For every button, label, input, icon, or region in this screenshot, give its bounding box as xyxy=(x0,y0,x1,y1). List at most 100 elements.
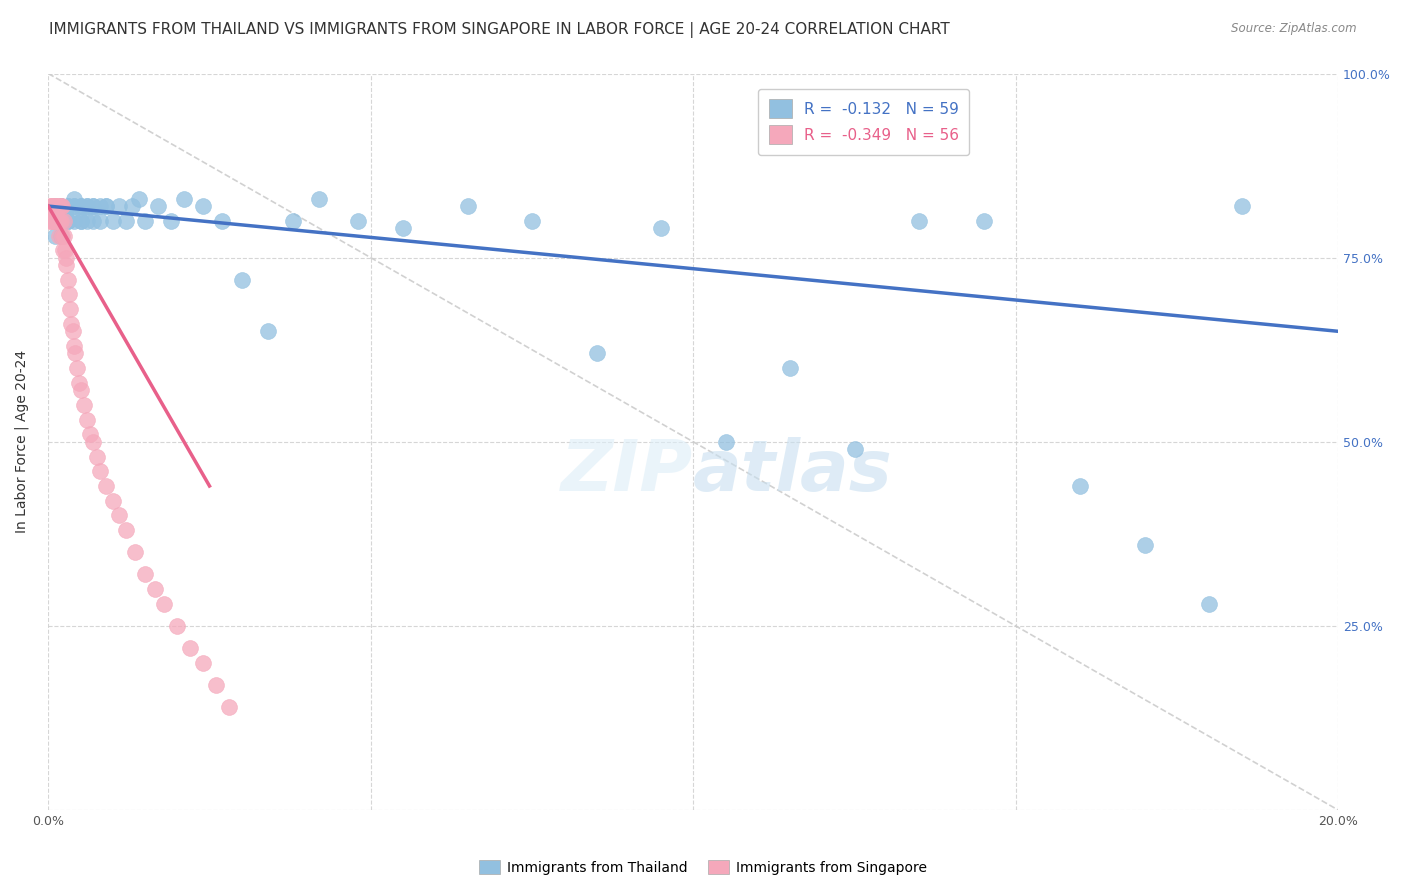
Text: ZIP: ZIP xyxy=(561,437,693,506)
Point xyxy=(44,199,66,213)
Point xyxy=(39,199,62,213)
Point xyxy=(1198,597,1220,611)
Point xyxy=(41,214,63,228)
Point xyxy=(256,324,278,338)
Point xyxy=(46,199,69,213)
Point xyxy=(191,656,214,670)
Point xyxy=(45,199,67,213)
Point xyxy=(63,192,86,206)
Point xyxy=(58,287,80,301)
Point xyxy=(56,273,79,287)
Point xyxy=(69,199,91,213)
Point xyxy=(1069,479,1091,493)
Point xyxy=(51,228,73,243)
Point xyxy=(73,398,96,412)
Point xyxy=(211,214,233,228)
Point xyxy=(60,317,83,331)
Text: Source: ZipAtlas.com: Source: ZipAtlas.com xyxy=(1232,22,1357,36)
Point xyxy=(63,199,86,213)
Point xyxy=(45,214,67,228)
Point xyxy=(86,450,108,464)
Point xyxy=(714,434,737,449)
Point xyxy=(63,214,86,228)
Point xyxy=(908,214,931,228)
Point xyxy=(44,228,66,243)
Point xyxy=(973,214,995,228)
Point xyxy=(67,376,90,390)
Point xyxy=(44,214,66,228)
Point xyxy=(283,214,305,228)
Point xyxy=(42,214,65,228)
Point xyxy=(134,214,156,228)
Point xyxy=(42,199,65,213)
Point xyxy=(146,199,169,213)
Point xyxy=(76,199,98,213)
Point xyxy=(42,214,65,228)
Point xyxy=(63,199,86,213)
Point xyxy=(39,214,62,228)
Point xyxy=(76,199,98,213)
Point xyxy=(65,346,87,360)
Point xyxy=(56,199,79,213)
Point xyxy=(308,192,330,206)
Point xyxy=(1133,538,1156,552)
Point xyxy=(121,199,143,213)
Point xyxy=(114,214,136,228)
Point xyxy=(96,199,118,213)
Point xyxy=(53,244,76,258)
Point xyxy=(101,214,124,228)
Point xyxy=(457,199,479,213)
Point xyxy=(49,199,72,213)
Point xyxy=(49,214,72,228)
Point xyxy=(56,199,79,213)
Point xyxy=(52,244,75,258)
Point xyxy=(108,199,131,213)
Point xyxy=(49,199,72,213)
Point xyxy=(82,199,104,213)
Point xyxy=(779,361,801,376)
Point xyxy=(48,228,70,243)
Point xyxy=(69,199,91,213)
Point xyxy=(82,434,104,449)
Point xyxy=(191,199,214,213)
Point xyxy=(231,273,253,287)
Point xyxy=(392,221,415,235)
Point xyxy=(69,383,91,397)
Point xyxy=(46,214,69,228)
Point xyxy=(53,228,76,243)
Text: atlas: atlas xyxy=(693,437,893,506)
Point xyxy=(218,700,240,714)
Point xyxy=(153,597,176,611)
Point xyxy=(56,214,79,228)
Text: IMMIGRANTS FROM THAILAND VS IMMIGRANTS FROM SINGAPORE IN LABOR FORCE | AGE 20-24: IMMIGRANTS FROM THAILAND VS IMMIGRANTS F… xyxy=(49,22,950,38)
Point xyxy=(41,199,63,213)
Point xyxy=(76,214,98,228)
Point xyxy=(59,302,82,317)
Point xyxy=(585,346,607,360)
Point xyxy=(650,221,672,235)
Point xyxy=(48,199,70,213)
Point xyxy=(844,442,866,457)
Point xyxy=(520,214,543,228)
Point xyxy=(55,251,77,265)
Point xyxy=(128,192,150,206)
Point xyxy=(66,361,89,376)
Point xyxy=(205,678,228,692)
Point xyxy=(44,214,66,228)
Point xyxy=(38,199,60,213)
Point xyxy=(96,479,118,493)
Point xyxy=(82,199,104,213)
Point xyxy=(124,545,146,559)
Point xyxy=(89,464,111,478)
Point xyxy=(69,214,91,228)
Point xyxy=(89,199,111,213)
Point xyxy=(166,619,188,633)
Point xyxy=(49,228,72,243)
Y-axis label: In Labor Force | Age 20-24: In Labor Force | Age 20-24 xyxy=(15,351,30,533)
Point xyxy=(79,427,101,442)
Point xyxy=(63,339,86,353)
Point xyxy=(143,582,166,596)
Point xyxy=(82,214,104,228)
Point xyxy=(55,258,77,272)
Point xyxy=(44,199,66,213)
